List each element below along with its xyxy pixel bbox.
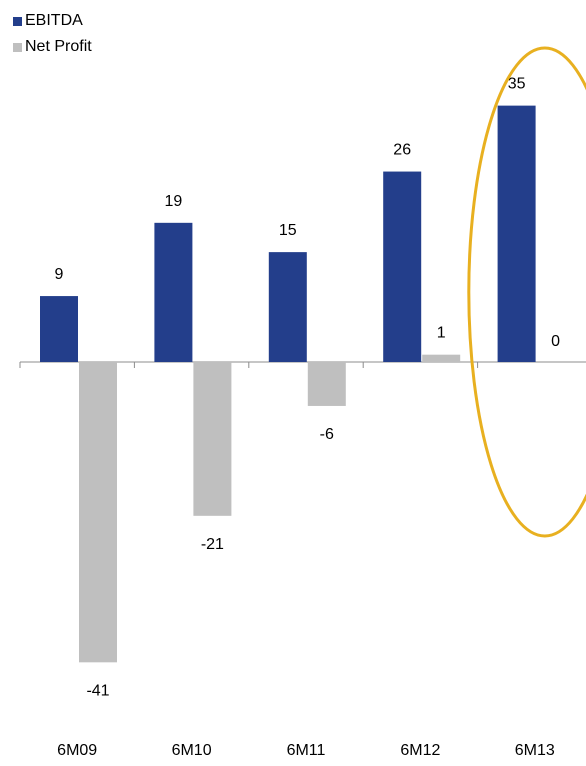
x-tick-label-6m10: 6M10: [172, 742, 212, 759]
bars-group: [40, 105, 536, 663]
labels-group: 6M09 9 -41 6M10 19 -21 6M11 15 -6 6M12 26 1 6M13 35 0: [55, 76, 561, 759]
bar-net-profit-6m11: [307, 362, 346, 406]
data-label-ebitda-6m11: 15: [279, 222, 297, 239]
legend-swatch-ebitda: [13, 16, 22, 26]
data-label-net-profit-6m11: -6: [320, 426, 334, 443]
bar-net-profit-6m12: [422, 354, 461, 362]
x-tick-label-6m12: 6M12: [400, 742, 440, 759]
highlight-ellipse: [467, 46, 586, 538]
bar-ebitda-6m13: [497, 105, 536, 362]
data-label-ebitda-6m13: 35: [508, 76, 526, 93]
legend: EBITDA Net Profit: [13, 8, 92, 60]
bar-ebitda-6m12: [383, 171, 422, 362]
legend-swatch-net-profit: [13, 42, 22, 52]
data-label-net-profit-6m12: 1: [437, 325, 446, 342]
highlight-group: [467, 46, 586, 538]
bar-net-profit-6m10: [193, 362, 232, 516]
data-label-net-profit-6m09: -41: [86, 682, 109, 699]
x-tick-label-6m11: 6M11: [287, 742, 326, 759]
legend-item-net-profit: Net Profit: [13, 34, 92, 60]
data-label-ebitda-6m09: 9: [55, 266, 64, 283]
bar-ebitda-6m11: [268, 252, 307, 362]
x-tick-label-6m09: 6M09: [57, 742, 97, 759]
bar-net-profit-6m09: [79, 362, 117, 663]
data-label-ebitda-6m10: 19: [165, 193, 183, 210]
legend-item-ebitda: EBITDA: [13, 8, 92, 34]
data-label-net-profit-6m10: -21: [201, 536, 224, 553]
data-label-ebitda-6m12: 26: [393, 142, 411, 159]
legend-label-net-profit: Net Profit: [25, 38, 92, 55]
legend-label-ebitda: EBITDA: [25, 12, 83, 29]
data-label-net-profit-6m13: 0: [551, 333, 560, 350]
bar-ebitda-6m09: [40, 296, 78, 362]
x-tick-label-6m13: 6M13: [515, 742, 555, 759]
bar-ebitda-6m10: [154, 222, 193, 362]
